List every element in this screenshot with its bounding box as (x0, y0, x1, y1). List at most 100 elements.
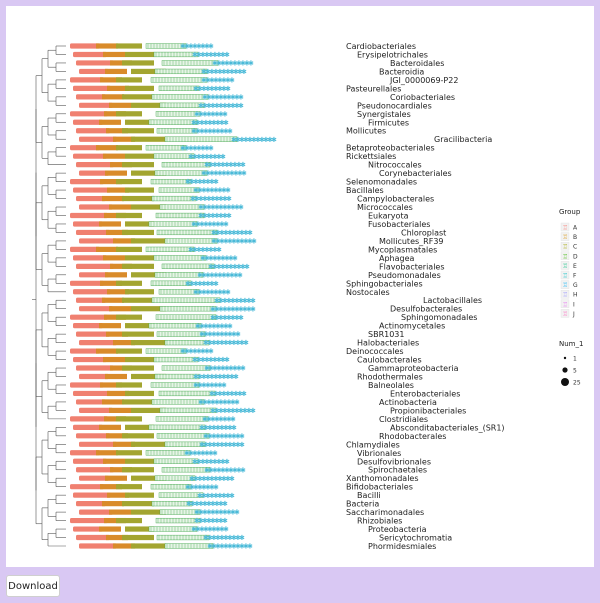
ring-mark: ✱ (250, 297, 256, 305)
ring-mark: ✱ (222, 517, 228, 525)
ring-mark: ✱ (213, 187, 219, 195)
ring-mark: ✱ (228, 263, 234, 271)
ring-mark (116, 382, 142, 388)
ring-mark: ✱ (209, 170, 215, 178)
ring-mark: ✱ (229, 271, 235, 279)
ring-mark: ✱ (263, 136, 269, 144)
ring-mark: ✱ (196, 153, 202, 161)
ring-mark: ✱ (210, 204, 216, 212)
ring-mark (99, 119, 121, 125)
ring-mark (79, 136, 117, 142)
ring-mark (131, 373, 166, 380)
legend-label: D (573, 253, 578, 260)
tip-label: Cardiobacteriales (346, 42, 416, 51)
ring-mark: ✱ (204, 161, 210, 169)
tip-label: Halobacteriales (357, 339, 419, 348)
ring-mark: ✱ (213, 280, 219, 288)
ring-mark (107, 390, 129, 397)
tip-label: Bifidobacteriales (346, 483, 413, 492)
legend-label: G (573, 282, 578, 289)
ring-mark: ✱ (215, 322, 221, 330)
ring-mark: ✱ (212, 356, 218, 364)
ring-mark: ✱ (203, 526, 209, 534)
ring-mark: ✱ (194, 509, 200, 517)
ring-mark: ✱ (203, 127, 209, 135)
ring-mark: ✱ (244, 60, 250, 68)
ring-mark (116, 416, 142, 422)
ring-mark: ✱ (209, 390, 215, 398)
ring-mark: ✱ (209, 68, 215, 76)
ring-mark: ✱ (214, 212, 220, 220)
ring-mark: ✱ (218, 212, 224, 220)
ring-mark: ✱ (202, 204, 208, 212)
ring-mark: ✱ (212, 466, 218, 474)
ring-mark: ✱ (223, 526, 229, 534)
ring-mark: ✱ (203, 534, 209, 542)
tip-label: Flavobacteriales (379, 262, 445, 271)
ring-mark (79, 68, 109, 75)
ring-mark: ✱ (247, 238, 253, 246)
ring-mark (131, 441, 166, 447)
ring-mark: ✱ (213, 170, 219, 178)
ring-mark: ✱ (239, 534, 245, 542)
ring-mark: ✱ (227, 331, 233, 339)
ring-mark: ✱ (234, 399, 240, 407)
ring-mark: ✱ (196, 144, 202, 152)
ring-mark (76, 60, 114, 66)
ring-mark: ✱ (203, 221, 209, 229)
ring-mark: ✱ (238, 93, 244, 101)
ring-mark: ✱ (235, 331, 241, 339)
ring-mark: ✱ (251, 136, 257, 144)
ring-mark: ✱ (203, 432, 209, 440)
ring-mark: ✱ (206, 517, 212, 525)
ring-mark: ✱ (195, 221, 201, 229)
ring-marks: ✱✱✱✱✱✱✱✱✱✱✱✱✱✱✱✱✱✱✱✱✱✱✱✱✱✱✱✱✱✱✱✱✱✱✱✱✱✱✱✱… (70, 43, 277, 551)
ring-mark: ✱ (196, 43, 202, 51)
ring-mark (103, 255, 125, 261)
ring-mark: ✱ (201, 373, 207, 381)
ring-mark: ✱ (192, 51, 198, 59)
ring-mark: ✱ (196, 348, 202, 356)
ring-mark: ✱ (235, 136, 241, 144)
ring-mark: ✱ (212, 263, 218, 271)
ring-mark (106, 534, 128, 541)
legend-size-key (562, 367, 568, 373)
ring-mark: ✱ (213, 492, 219, 500)
ring-mark: ✱ (210, 314, 216, 322)
ring-mark: ✱ (230, 509, 236, 517)
ring-mark: ✱ (220, 356, 226, 364)
download-button[interactable]: Download (6, 575, 60, 597)
ring-mark (155, 212, 205, 219)
ring-mark: ✱ (211, 441, 217, 449)
legend-size-label: 5 (573, 368, 577, 375)
ring-mark: ✱ (193, 280, 199, 288)
ring-mark: ✱ (239, 432, 245, 440)
ring-mark (103, 153, 125, 159)
ring-mark (106, 229, 128, 236)
tip-label: Sericytochromatia (379, 534, 452, 543)
ring-mark: ✱ (231, 543, 237, 551)
ring-mark (110, 365, 132, 371)
ring-mark (104, 212, 126, 219)
ring-mark: ✱ (184, 43, 190, 51)
ring-mark (156, 229, 218, 236)
ring-mark: ✱ (216, 161, 222, 169)
ring-mark: ✱ (239, 136, 245, 144)
tip-label: Desulfobacterales (390, 305, 462, 314)
ring-mark (116, 314, 142, 320)
ring-mark: ✱ (230, 407, 236, 415)
ring-mark (113, 441, 135, 447)
tip-label: Vibrionales (357, 449, 401, 458)
ring-mark: ✱ (215, 432, 221, 440)
ring-mark: ✱ (241, 390, 247, 398)
ring-mark (116, 77, 142, 83)
ring-mark: ✱ (205, 85, 211, 93)
ring-mark (79, 441, 117, 447)
ring-mark: ✱ (217, 288, 223, 296)
ring-mark: ✱ (203, 119, 209, 127)
ring-mark: ✱ (226, 93, 232, 101)
legend-key-glyph: ♖ (563, 263, 568, 270)
legend-size-key (561, 378, 569, 386)
ring-mark: ✱ (194, 500, 200, 508)
ring-mark: ✱ (234, 102, 240, 110)
